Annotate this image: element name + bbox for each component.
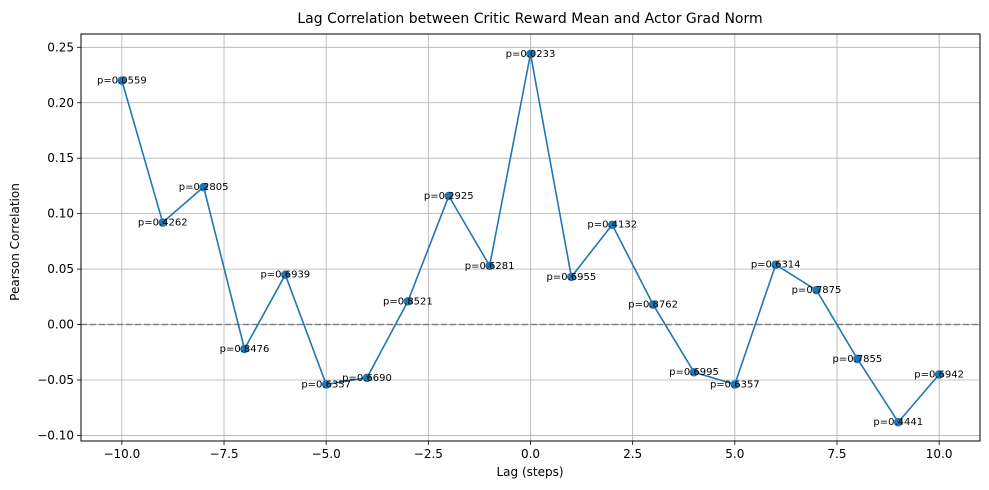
data-point: [240, 344, 249, 354]
data-point: [321, 380, 331, 389]
p-value-label: p=0.6314: [751, 260, 801, 271]
x-tick-label: 0.0: [521, 447, 540, 461]
data-point: [607, 220, 617, 230]
data-point: [689, 367, 699, 377]
data-point: [648, 300, 658, 309]
p-value-label: p=0.8521: [383, 296, 433, 307]
data-point: [934, 370, 944, 379]
p-value-label: p=0.0233: [506, 49, 556, 60]
p-value-label: p=0.2805: [179, 182, 229, 193]
x-axis-label: Lag (steps): [496, 465, 563, 479]
x-tick-label: 10.0: [926, 447, 953, 461]
p-value-label: p=0.6357: [301, 379, 351, 390]
series-layer: [117, 49, 944, 427]
p-value-label: p=0.6690: [342, 373, 392, 384]
p-value-label: p=0.6955: [547, 272, 597, 283]
p-value-label: p=0.8762: [628, 300, 678, 311]
data-point: [853, 354, 862, 364]
p-value-annotations: p=0.0559 p=0.4262 p=0.2805 p=0.8476 p=0.6939…: [97, 49, 964, 428]
data-point: [485, 261, 494, 271]
data-point: [730, 380, 740, 389]
data-point: [362, 373, 372, 383]
p-value-label: p=0.6995: [669, 367, 719, 378]
y-tick-label: 0.10: [47, 207, 74, 221]
data-point: [771, 260, 780, 269]
chart-title: Lag Correlation between Critic Reward Me…: [297, 11, 762, 27]
y-tick-label: −0.10: [37, 428, 74, 442]
p-value-label: p=0.6281: [465, 261, 515, 272]
data-point: [199, 182, 208, 192]
y-tick-label: −0.05: [37, 373, 74, 387]
data-point: [444, 191, 454, 201]
p-value-label: p=0.2925: [424, 191, 474, 202]
y-tick-label: 0.05: [47, 262, 74, 276]
y-tick-label: 0.25: [47, 40, 74, 54]
data-point: [158, 218, 168, 227]
data-point: [281, 270, 290, 279]
p-value-label: p=0.6357: [710, 379, 760, 390]
p-value-label: p=0.6939: [260, 270, 310, 281]
y-tick-label: 0.15: [47, 151, 74, 165]
data-point: [403, 296, 413, 306]
p-value-label: p=0.8476: [220, 344, 270, 355]
data-point: [893, 417, 903, 427]
x-tick-label: 2.5: [623, 447, 642, 461]
data-point: [117, 76, 127, 85]
data-point: [812, 285, 821, 295]
x-tick-label: 5.0: [725, 447, 744, 461]
x-tick-label: −7.5: [209, 447, 238, 461]
p-value-label: p=0.7855: [833, 354, 883, 365]
p-value-label: p=0.4441: [873, 417, 923, 428]
x-tick-label: −10.0: [103, 447, 140, 461]
p-value-label: p=0.4132: [587, 220, 637, 231]
x-tick-label: −5.0: [312, 447, 341, 461]
ticks: −10.0 −7.5 −5.0 −2.5 0.0 2.5 5.0 7.5 10.0 −0.10 −0…: [37, 40, 952, 461]
data-point: [526, 49, 535, 59]
p-value-label: p=0.4262: [138, 218, 188, 229]
data-point: [567, 272, 576, 282]
y-axis-label: Pearson Correlation: [8, 183, 22, 301]
x-tick-label: 7.5: [827, 447, 846, 461]
p-value-label: p=0.0559: [97, 76, 147, 87]
p-value-label: p=0.6942: [914, 369, 964, 380]
y-tick-label: 0.20: [47, 96, 74, 110]
p-value-label: p=0.7875: [792, 285, 842, 296]
x-tick-label: −2.5: [414, 447, 443, 461]
y-tick-label: 0.00: [47, 318, 74, 332]
